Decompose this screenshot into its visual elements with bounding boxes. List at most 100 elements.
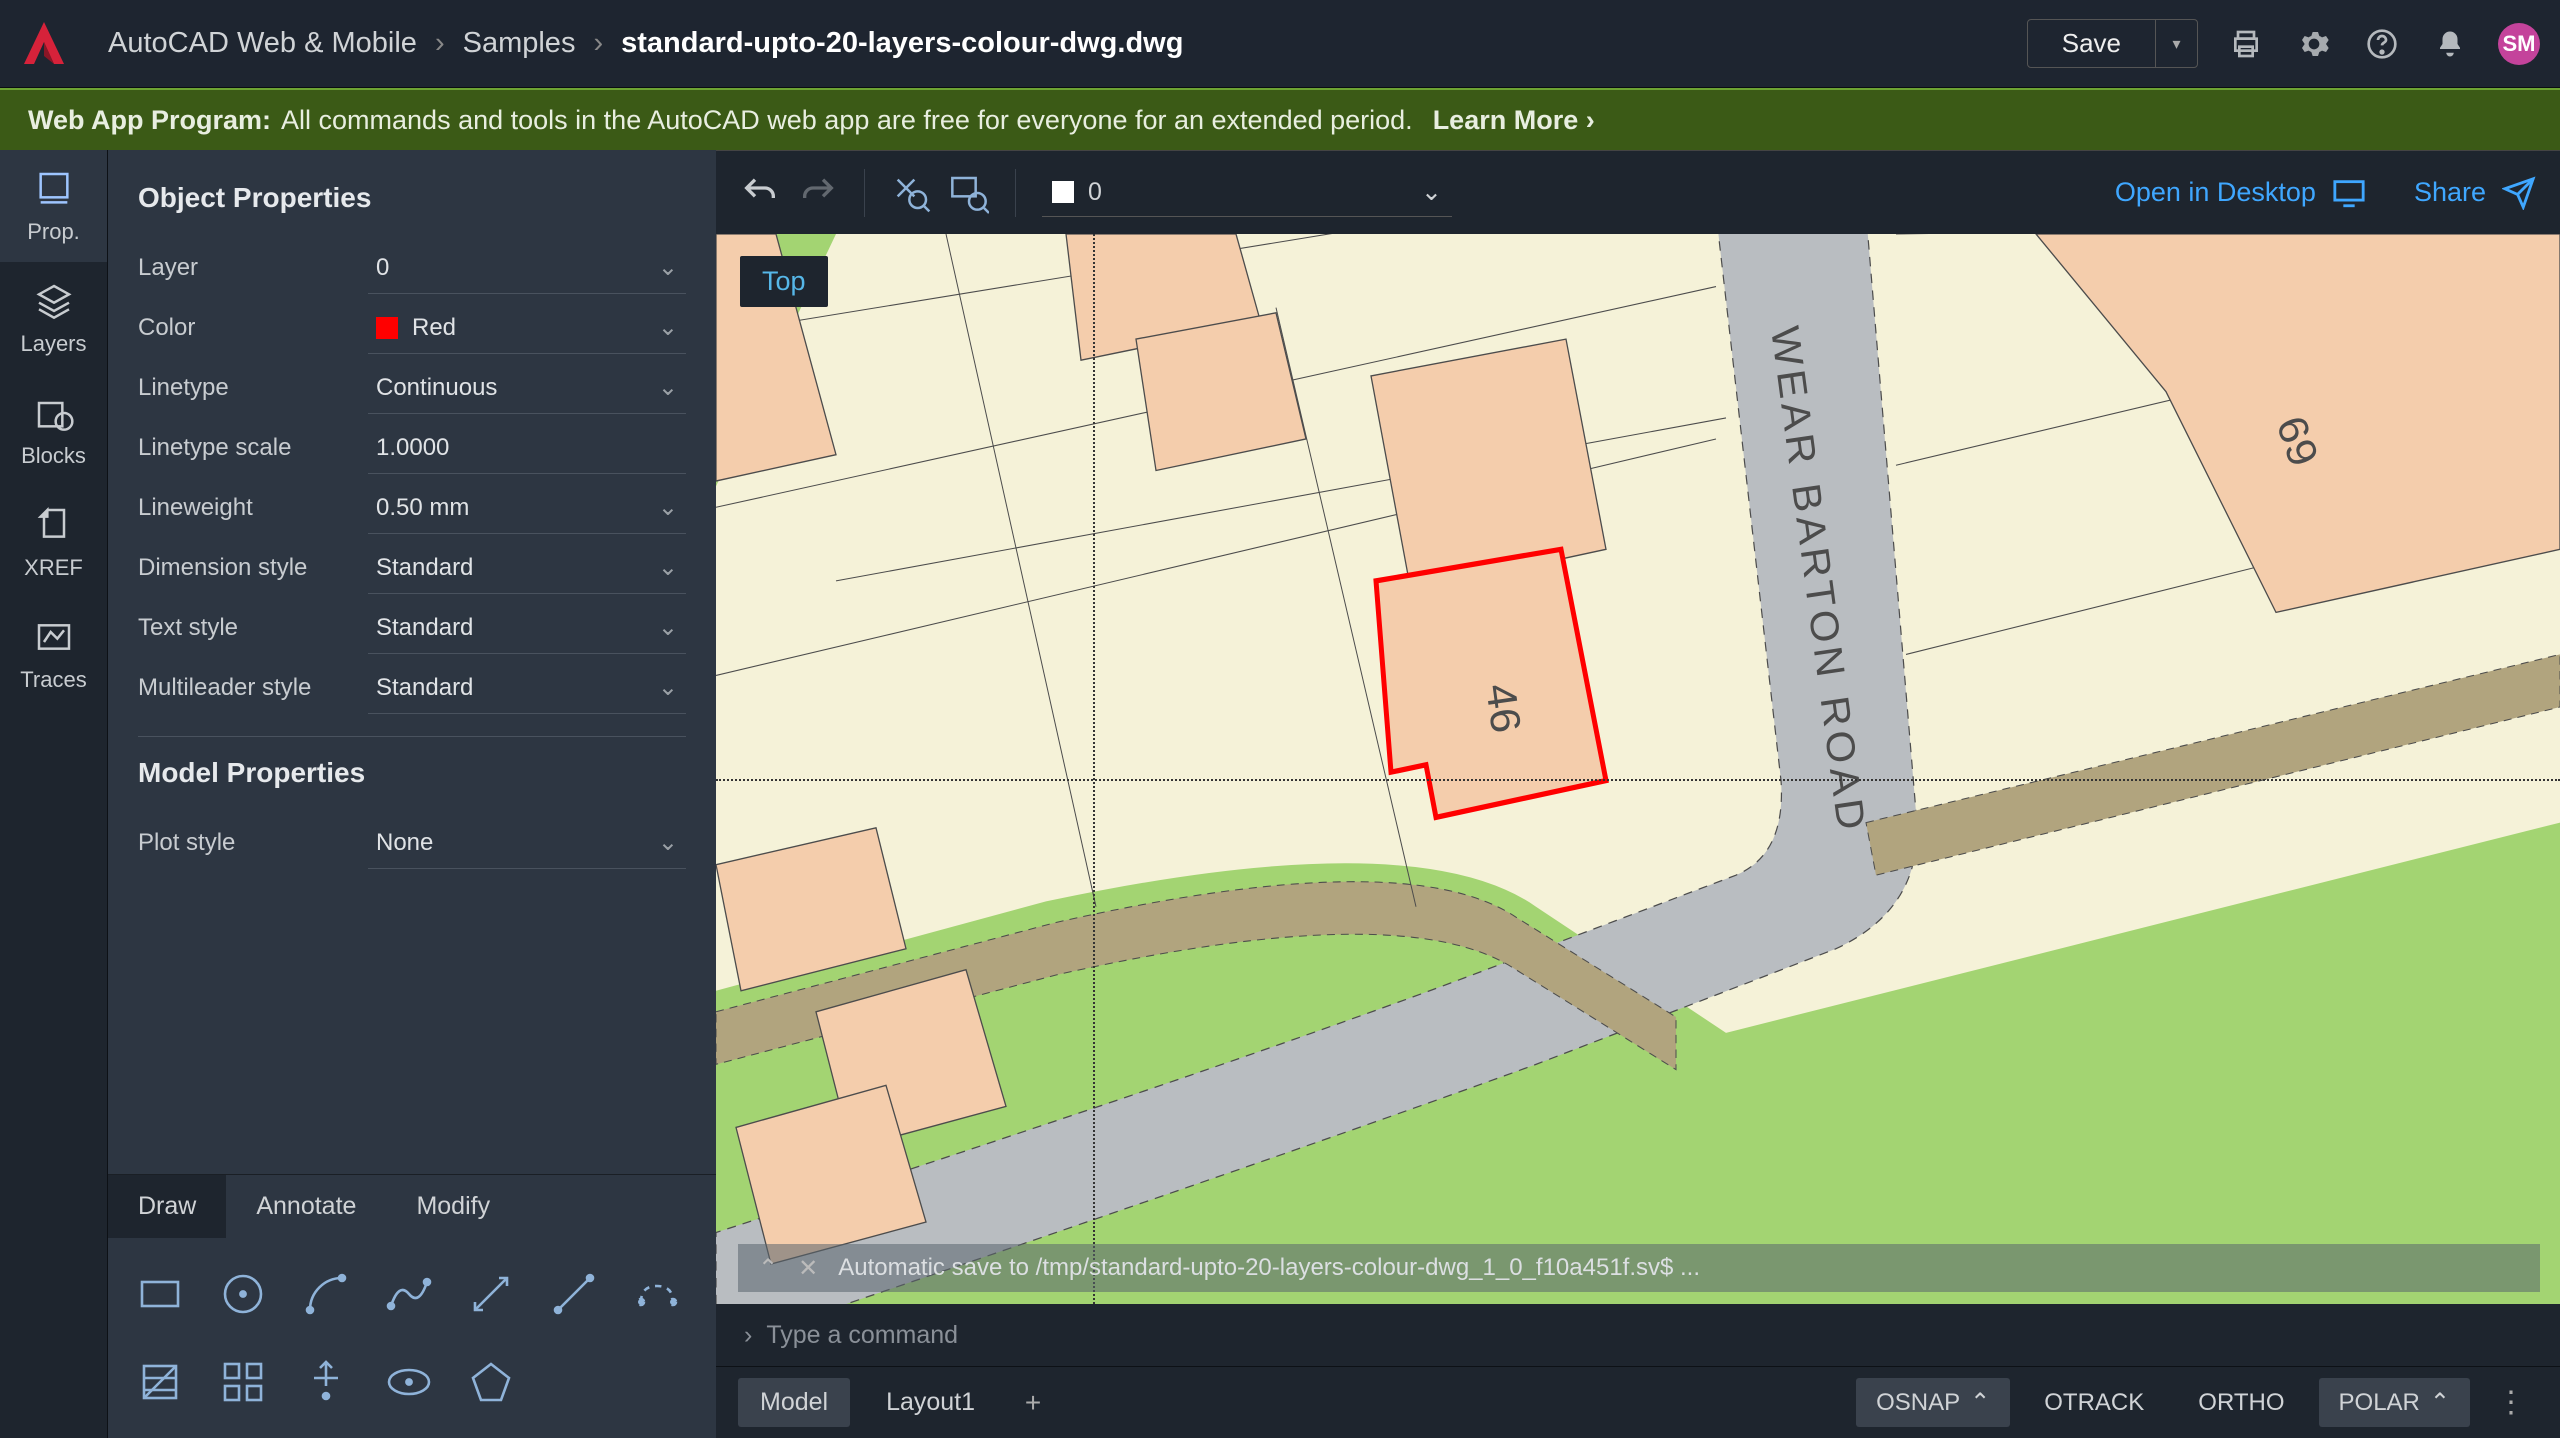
xref-icon — [32, 503, 76, 547]
revcloud-tool[interactable] — [623, 1260, 691, 1328]
breadcrumb-item[interactable]: Samples — [463, 27, 576, 60]
gear-icon[interactable] — [2294, 24, 2334, 64]
more-options-icon[interactable]: ⋮ — [2484, 1385, 2538, 1420]
breadcrumb-root[interactable]: AutoCAD Web & Mobile — [108, 27, 417, 60]
save-dropdown[interactable]: ▾ — [2155, 20, 2197, 67]
property-field[interactable]: None⌄ — [368, 817, 686, 869]
property-field[interactable]: 1.0000 — [368, 422, 686, 474]
polyline-tool[interactable] — [375, 1260, 443, 1328]
chevron-down-icon: ⌄ — [658, 253, 678, 282]
command-line[interactable]: › Type a command — [716, 1304, 2560, 1366]
avatar[interactable]: SM — [2498, 23, 2540, 65]
nav-layers[interactable]: Layers — [0, 262, 107, 374]
banner-text: All commands and tools in the AutoCAD we… — [281, 105, 1413, 136]
layer-value: 0 — [1088, 178, 1102, 207]
close-icon[interactable]: ✕ — [798, 1254, 818, 1283]
crosshair-horizontal — [716, 779, 2560, 781]
nav-label: Traces — [20, 667, 86, 693]
object-properties-title: Object Properties — [138, 182, 686, 214]
canvas-area: 0 ⌄ Open in Desktop Share 4669WEAR BARTO… — [716, 150, 2560, 1438]
line-tool[interactable] — [540, 1260, 608, 1328]
ortho-toggle[interactable]: ORTHO — [2178, 1379, 2304, 1427]
property-row: Text styleStandard⌄ — [138, 600, 686, 656]
property-value: 1.0000 — [376, 434, 449, 462]
chevron-right-icon: › — [744, 1321, 752, 1350]
bell-icon[interactable] — [2430, 24, 2470, 64]
property-row: Plot styleNone⌄ — [138, 815, 686, 871]
layout-tab-layout1[interactable]: Layout1 — [864, 1378, 997, 1427]
nav-traces[interactable]: Traces — [0, 598, 107, 710]
monitor-icon — [2332, 176, 2366, 210]
property-label: Layer — [138, 240, 368, 296]
otrack-toggle[interactable]: OTRACK — [2024, 1379, 2164, 1427]
property-field[interactable]: Standard⌄ — [368, 662, 686, 714]
open-in-desktop-link[interactable]: Open in Desktop — [2115, 176, 2366, 210]
learn-more-link[interactable]: Learn More › — [1433, 105, 1595, 136]
property-label: Lineweight — [138, 480, 368, 536]
undo-icon[interactable] — [740, 173, 780, 213]
property-field[interactable]: Standard⌄ — [368, 542, 686, 594]
share-label: Share — [2414, 177, 2486, 208]
property-value: 0.50 mm — [376, 494, 469, 522]
polygon-tool[interactable] — [457, 1348, 525, 1416]
tool-tabs: Draw Annotate Modify — [108, 1174, 716, 1238]
breadcrumb-file[interactable]: standard-upto-20-layers-colour-dwg.dwg — [621, 27, 1183, 60]
redo-icon[interactable] — [798, 173, 838, 213]
circle-tool[interactable] — [209, 1260, 277, 1328]
model-properties-title: Model Properties — [138, 757, 686, 789]
polar-toggle[interactable]: POLAR⌃ — [2319, 1378, 2470, 1427]
chevron-icon[interactable]: ⌃ — [758, 1254, 778, 1283]
breadcrumb-sep: › — [435, 27, 445, 60]
layout-tab-model[interactable]: Model — [738, 1378, 850, 1427]
property-field[interactable]: Red⌄ — [368, 302, 686, 354]
traces-icon — [32, 615, 76, 659]
property-field[interactable]: Standard⌄ — [368, 602, 686, 654]
arc-tool[interactable] — [292, 1260, 360, 1328]
property-value: Continuous — [376, 374, 497, 402]
array-tool[interactable] — [209, 1348, 277, 1416]
chevron-down-icon: ⌄ — [658, 313, 678, 342]
color-swatch — [376, 317, 398, 339]
point-tool[interactable] — [292, 1348, 360, 1416]
nav-label: XREF — [24, 555, 83, 581]
dimension-tool[interactable] — [457, 1260, 525, 1328]
property-row: Dimension styleStandard⌄ — [138, 540, 686, 596]
property-value: Standard — [376, 614, 473, 642]
promo-banner: Web App Program: All commands and tools … — [0, 88, 2560, 150]
property-label: Linetype scale — [138, 420, 368, 476]
nav-properties[interactable]: Prop. — [0, 150, 107, 262]
zoom-window-icon[interactable] — [949, 173, 989, 213]
property-label: Multileader style — [138, 660, 368, 716]
hatch-tool[interactable] — [126, 1348, 194, 1416]
print-icon[interactable] — [2226, 24, 2266, 64]
nav-blocks[interactable]: Blocks — [0, 374, 107, 486]
rectangle-tool[interactable] — [126, 1260, 194, 1328]
help-icon[interactable] — [2362, 24, 2402, 64]
chevron-down-icon: ⌄ — [658, 553, 678, 582]
property-row: Lineweight0.50 mm⌄ — [138, 480, 686, 536]
property-row: ColorRed⌄ — [138, 300, 686, 356]
property-field[interactable]: Continuous⌄ — [368, 362, 686, 414]
share-link[interactable]: Share — [2414, 176, 2536, 210]
property-field[interactable]: 0⌄ — [368, 242, 686, 294]
nav-label: Layers — [20, 331, 86, 357]
drawing-canvas[interactable]: 4669WEAR BARTON ROAD Top ⌃ ✕ Automatic s… — [716, 234, 2560, 1304]
save-button[interactable]: Save — [2028, 20, 2155, 67]
tab-annotate[interactable]: Annotate — [226, 1175, 386, 1238]
tab-draw[interactable]: Draw — [108, 1175, 226, 1238]
osnap-toggle[interactable]: OSNAP⌃ — [1856, 1378, 2010, 1427]
property-label: Linetype — [138, 360, 368, 416]
divider — [138, 736, 686, 737]
property-label: Color — [138, 300, 368, 356]
property-field[interactable]: 0.50 mm⌄ — [368, 482, 686, 534]
nav-xref[interactable]: XREF — [0, 486, 107, 598]
layer-selector[interactable]: 0 ⌄ — [1042, 169, 1452, 217]
nav-label: Blocks — [21, 443, 86, 469]
tab-modify[interactable]: Modify — [386, 1175, 520, 1238]
layer-color-swatch — [1052, 181, 1074, 203]
ellipse-tool[interactable] — [375, 1348, 443, 1416]
view-badge[interactable]: Top — [740, 256, 828, 307]
zoom-extents-icon[interactable] — [891, 173, 931, 213]
add-layout-button[interactable]: + — [1011, 1387, 1055, 1419]
property-row: LinetypeContinuous⌄ — [138, 360, 686, 416]
